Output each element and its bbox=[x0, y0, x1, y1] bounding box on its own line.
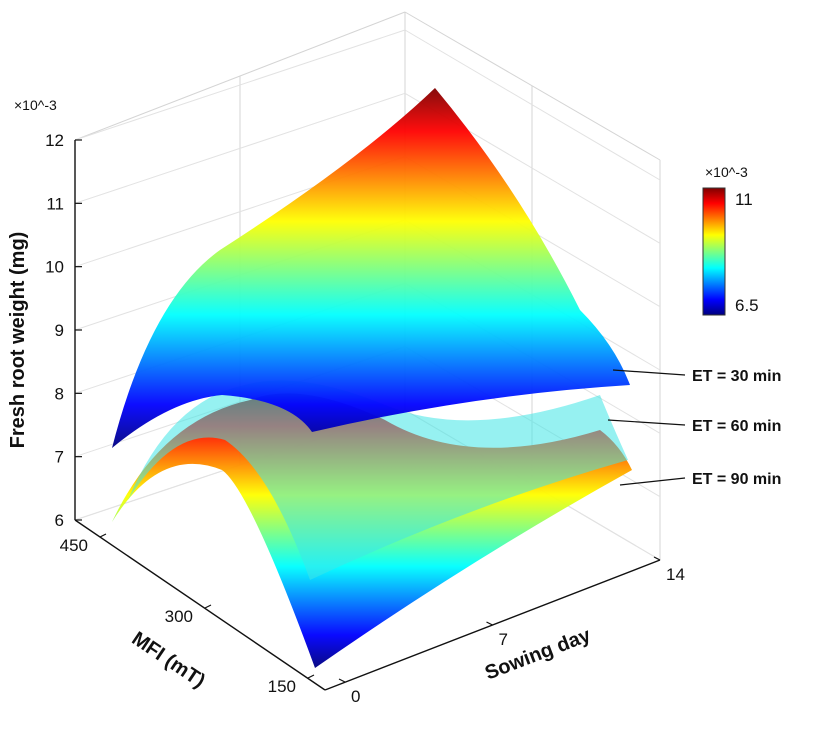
colorbar: ×10^-3 11 6.5 bbox=[702, 164, 759, 316]
surfaces bbox=[112, 88, 632, 668]
z-gridline bbox=[404, 29, 661, 181]
callouts bbox=[607, 369, 686, 486]
mfi-ticks: 150 300 450 bbox=[60, 533, 315, 696]
sowing-tick-mark bbox=[486, 621, 493, 626]
sowing-tick-label: 14 bbox=[666, 565, 685, 584]
colorbar-min-label: 6.5 bbox=[735, 296, 759, 315]
colorbar-max-label: 11 bbox=[735, 190, 753, 209]
surface-et-30 bbox=[112, 88, 630, 448]
z-axis-title: Fresh root weight (mg) bbox=[7, 232, 29, 449]
sowing-tick-label: 0 bbox=[351, 687, 360, 706]
callout-line-et-60 bbox=[607, 419, 686, 426]
z-tick-label: 12 bbox=[45, 131, 64, 150]
z-tick-label: 11 bbox=[46, 194, 64, 213]
callout-et-60: ET = 60 min bbox=[692, 418, 781, 435]
mfi-axis-line bbox=[74, 519, 326, 691]
sowing-ticks: 0 7 14 bbox=[338, 556, 685, 706]
sowing-tick-mark bbox=[338, 678, 346, 683]
mfi-tick-label: 450 bbox=[60, 536, 88, 555]
callout-line-et-30 bbox=[612, 369, 686, 376]
mfi-tick-mark bbox=[99, 533, 107, 538]
z-tick-label: 10 bbox=[45, 258, 64, 277]
mfi-tick-label: 300 bbox=[165, 607, 193, 626]
z-tick-label: 9 bbox=[55, 321, 64, 340]
sowing-tick-label: 7 bbox=[499, 630, 508, 649]
mfi-axis-title: MFI (mT) bbox=[128, 628, 209, 693]
callout-line-et-90 bbox=[619, 477, 686, 486]
surface-et-60 bbox=[128, 380, 628, 580]
colorbar-exponent: ×10^-3 bbox=[705, 164, 748, 180]
z-gridline bbox=[74, 92, 406, 204]
z-gridline bbox=[74, 29, 406, 141]
z-exponent: ×10^-3 bbox=[14, 97, 57, 113]
mfi-tick-label: 150 bbox=[268, 677, 296, 696]
z-tick-label: 8 bbox=[55, 384, 64, 403]
z-tick-label: 7 bbox=[55, 448, 64, 467]
mfi-tick-mark bbox=[204, 604, 212, 609]
colorbar-ramp bbox=[702, 187, 726, 316]
mfi-tick-mark bbox=[307, 674, 315, 679]
callout-et-30: ET = 30 min bbox=[692, 368, 781, 385]
z-tick-label: 6 bbox=[55, 511, 64, 530]
callout-et-90: ET = 90 min bbox=[692, 471, 781, 488]
sowing-tick-mark bbox=[653, 556, 661, 561]
z-ticks: 6 7 8 9 10 11 12 bbox=[45, 131, 82, 530]
